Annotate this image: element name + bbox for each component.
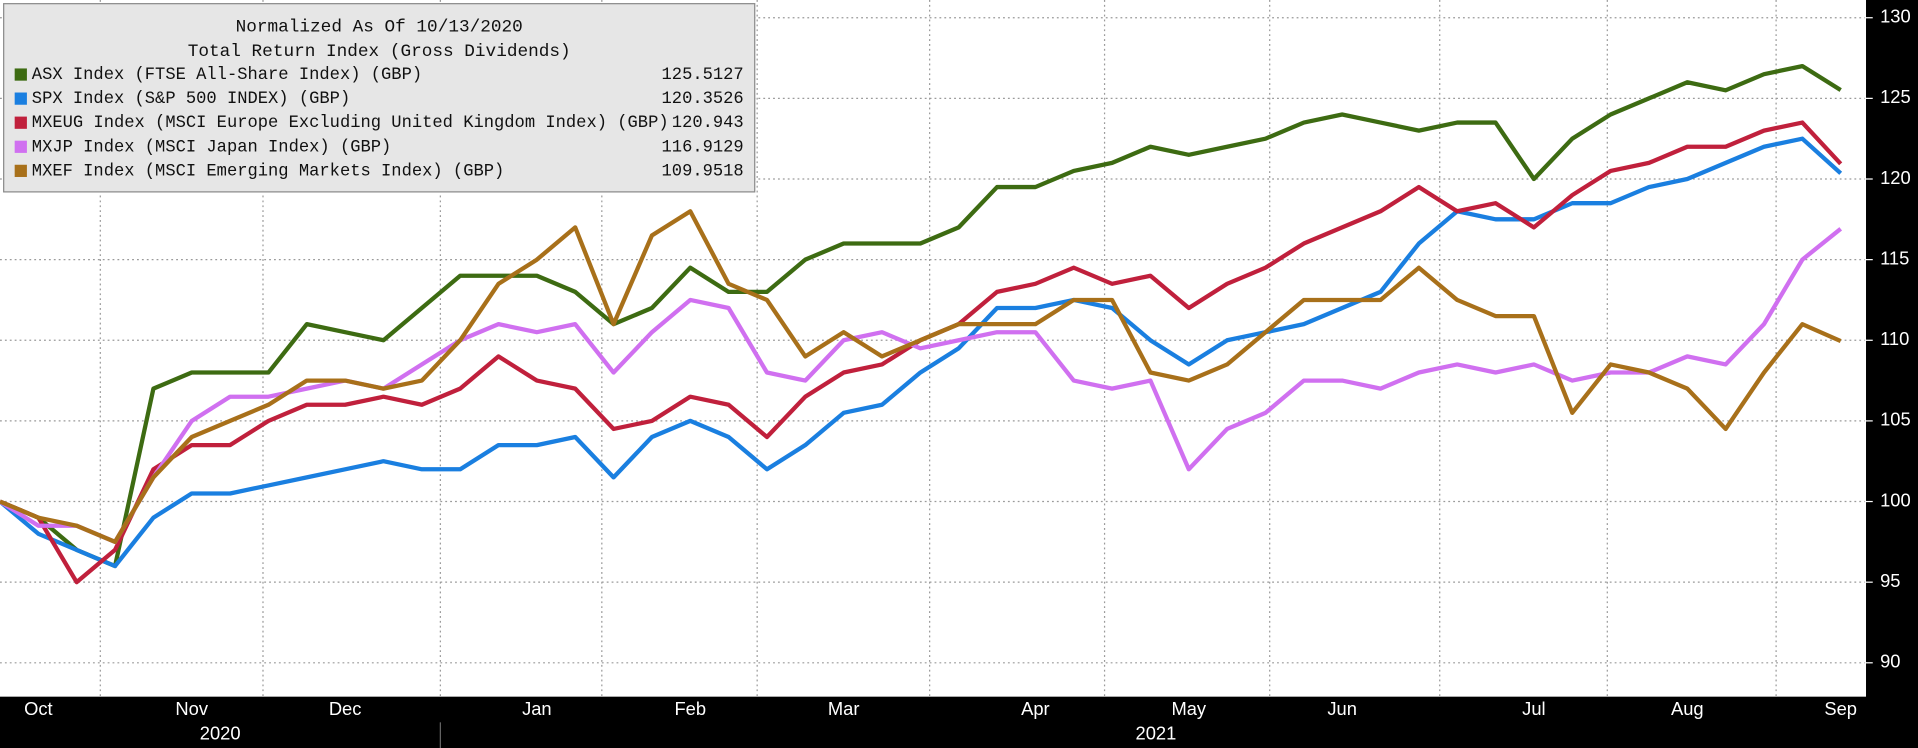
x-tick-label: Feb: [674, 698, 706, 719]
x-tick-label: Sep: [1824, 698, 1857, 719]
legend-swatch: [14, 116, 27, 129]
x-tick-label: Jan: [522, 698, 552, 719]
x-tick-label: Oct: [24, 698, 53, 719]
y-tick-label: 95: [1880, 570, 1900, 591]
axes: 90 95 100 105 110 115 120 125 130 Oct Nov Dec Jan Feb…: [24, 0, 1911, 748]
y-tick-label: 110: [1880, 328, 1909, 349]
legend-box: [3, 3, 756, 193]
legend-label: ASX Index (FTSE All-Share Index) (GBP): [32, 66, 422, 85]
y-tick-label: 100: [1880, 489, 1911, 510]
legend-value: 116.9129: [662, 138, 744, 157]
legend-label: MXJP Index (MSCI Japan Index) (GBP): [32, 138, 392, 157]
legend-label: MXEUG Index (MSCI Europe Excluding Unite…: [32, 114, 669, 133]
y-tick-label: 115: [1880, 247, 1909, 268]
y-tick-label: 130: [1880, 6, 1911, 27]
series-line: [0, 227, 1843, 544]
y-tick-label: 90: [1880, 651, 1900, 672]
x-tick-label: Nov: [175, 698, 208, 719]
legend-swatch: [14, 140, 27, 153]
year-label: 2021: [1136, 722, 1177, 743]
legend-label: MXEF Index (MSCI Emerging Markets Index)…: [32, 162, 504, 181]
x-tick-label: Mar: [828, 698, 860, 719]
legend-value: 125.5127: [662, 66, 744, 85]
year-label: 2020: [200, 722, 241, 743]
y-tick-label: 105: [1880, 409, 1911, 430]
legend-title: Normalized As Of 10/13/2020: [236, 18, 523, 38]
x-tick-label: Dec: [329, 698, 362, 719]
series-line: [0, 63, 1842, 569]
legend-swatch: [14, 68, 27, 81]
legend-swatch: [14, 164, 27, 177]
x-tick-label: Jun: [1327, 698, 1357, 719]
x-tick-label: Aug: [1671, 698, 1704, 719]
x-tick-label: Apr: [1021, 698, 1050, 719]
legend-value: 120.3526: [662, 90, 744, 109]
legend-label: SPX Index (S&P 500 INDEX) (GBP): [32, 90, 350, 109]
legend-subtitle: Total Return Index (Gross Dividends): [188, 42, 571, 62]
series-line: [0, 136, 1843, 569]
series-line: [0, 209, 1842, 544]
y-tick-label: 125: [1880, 86, 1911, 107]
legend-value: 120.943: [672, 114, 744, 133]
x-tick-label: May: [1171, 698, 1206, 719]
legend-swatch: [14, 92, 27, 105]
x-tick-label: Jul: [1522, 698, 1545, 719]
lines: [0, 63, 1843, 585]
legend-value: 109.9518: [662, 162, 744, 181]
y-tick-label: 120: [1880, 167, 1911, 188]
legend: Normalized As Of 10/13/2020 Total Return…: [3, 3, 756, 193]
